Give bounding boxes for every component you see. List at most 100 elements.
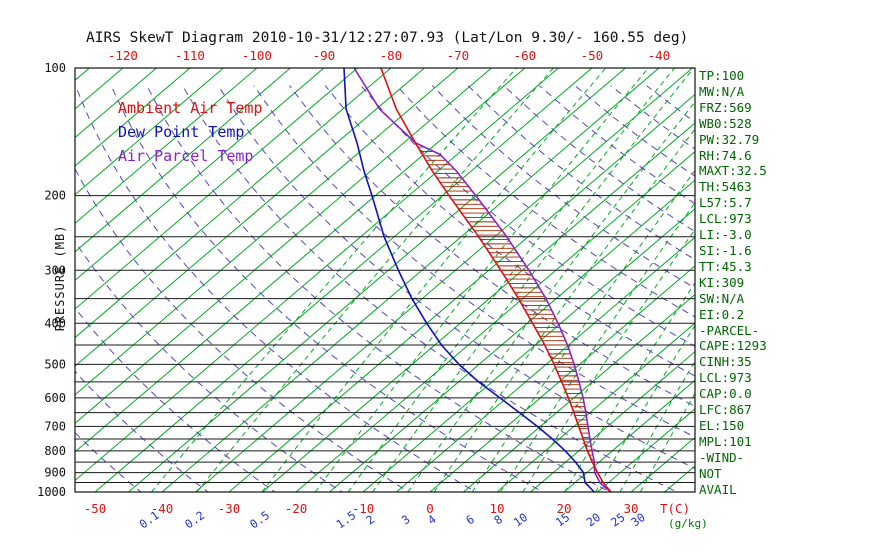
isotherm-line [463,293,695,492]
stat-line: LFC:867 [699,402,752,418]
pressure-tick-label: 600 [44,391,66,405]
stat-line: MPL:101 [699,433,752,449]
dry-adiabat-line [146,85,612,492]
dry-adiabat-line [289,85,695,407]
isotherm-line [262,122,695,492]
stat-line: EI:0.2 [699,306,745,322]
mixing-ratio-tick-label: 15 [553,510,572,529]
isotherm-line [75,68,258,224]
cape-hatch-group [417,146,595,465]
isotherm-line [128,68,626,492]
top-temp-tick-label: -120 [108,48,138,63]
bottom-temp-tick-label: -10 [352,501,375,516]
bottom-temp-tick-label: 0 [426,501,434,516]
isotherm-line [75,68,191,167]
stat-line: MW:N/A [699,83,745,99]
dry-adiabat-line [467,85,695,261]
mixing-ratio-tick-label: 6 [463,512,477,527]
stat-line: LCL:973 [699,211,752,227]
stat-line: KI:309 [699,274,745,290]
isotherm-line [429,265,695,492]
dry-adiabat-line [75,370,209,492]
legend-ambient-air-temp: Ambient Air Temp [118,99,263,117]
stat-line: WB0:528 [699,115,752,131]
stat-line: PW:32.79 [699,131,760,147]
isotherm-line [75,68,559,482]
plot-area [75,68,695,492]
isotherm-line [75,68,459,396]
mixing-ratio-tick-label: 10 [511,510,530,529]
mixing-ratio-tick-label: 0.5 [247,508,272,531]
stat-line: NOT [699,465,722,481]
isotherm-line [563,379,695,492]
chart-title: AIRS SkewT Diagram 2010-10-31/12:27:07.9… [86,30,689,46]
dry-adiabat-line [75,85,477,492]
dry-adiabats-group [75,85,695,492]
mixing-ratio-tick-label: 20 [584,510,603,529]
isotherms-group [75,68,695,492]
isotherm-line [75,68,291,253]
pressure-tick-label: 500 [44,357,66,371]
stat-line: SI:-1.6 [699,242,752,258]
isotherm-line [597,408,695,492]
isotherm-line [329,179,695,492]
stat-line: TT:45.3 [699,258,752,274]
isotherm-line [75,68,358,310]
bottom-temp-tick-label: -40 [151,501,174,516]
isotherm-line [530,350,695,492]
temp-unit-label: T(C) [660,501,690,516]
dry-adiabat-line [217,85,695,470]
dewpoint-curve [343,68,595,492]
top-temp-tick-label: -90 [313,48,336,63]
stat-line: LCL:973 [699,370,752,386]
pressure-tick-label: 400 [44,316,66,330]
mixing-ratio-line [522,228,695,492]
mixing-ratio-tick-label: 2 [363,512,377,527]
dry-adiabat-line [75,240,343,492]
mixing-ratio-tick-label: 30 [628,510,647,529]
ambient-temp-curve [380,68,612,492]
bottom-temp-tick-label: -50 [84,501,107,516]
bottom-temp-tick-label: -20 [285,501,308,516]
stat-line: -PARCEL- [699,322,760,338]
isotherm-line [362,208,695,492]
pressure-tick-label: 300 [44,263,66,277]
bottom-temp-tick-label: 20 [556,501,571,516]
bottom-temp-tick-label: 10 [489,501,504,516]
top-temp-tick-label: -110 [175,48,205,63]
stat-line: LI:-3.0 [699,227,752,243]
pressure-tick-label: 1000 [37,485,66,499]
top-temp-tick-label: -70 [447,48,470,63]
pressure-lines-group [75,68,695,492]
isotherm-line [496,322,695,492]
legend-air-parcel-temp: Air Parcel Temp [118,147,254,165]
stat-line: TP:100 [699,68,745,83]
isotherm-line [228,93,695,492]
mixing-ratio-tick-label: 25 [608,510,627,529]
isotherm-line [75,68,392,339]
stat-line: -WIND- [699,449,745,465]
dry-adiabat-line [182,85,679,492]
mixing-ratio-tick-label: 0.2 [182,508,207,531]
stat-line: EL:150 [699,417,745,433]
stat-line: CINH:35 [699,354,752,370]
bottom-temp-tick-label: -30 [218,501,241,516]
mixing-unit-label: (g/kg) [668,517,708,530]
stat-line: CAP:0.0 [699,386,752,402]
isotherm-line [75,68,224,196]
dry-adiabat-line [360,85,695,347]
dry-adiabat-line [75,307,276,492]
isotherm-line [161,68,660,492]
pressure-tick-label: 200 [44,189,66,203]
dry-adiabat-line [110,85,545,492]
top-temp-tick-label: -40 [648,48,671,63]
dry-adiabat-line [396,85,695,318]
stat-line: L57:5.7 [699,195,752,211]
top-temp-tick-label: -80 [380,48,403,63]
isotherm-line [195,68,693,492]
legend: Ambient Air Temp Dew Point Temp Air Parc… [118,96,263,168]
top-temp-tick-label: -60 [514,48,537,63]
stat-line: FRZ:569 [699,99,752,115]
stat-line: MAXT:32.5 [699,163,767,179]
